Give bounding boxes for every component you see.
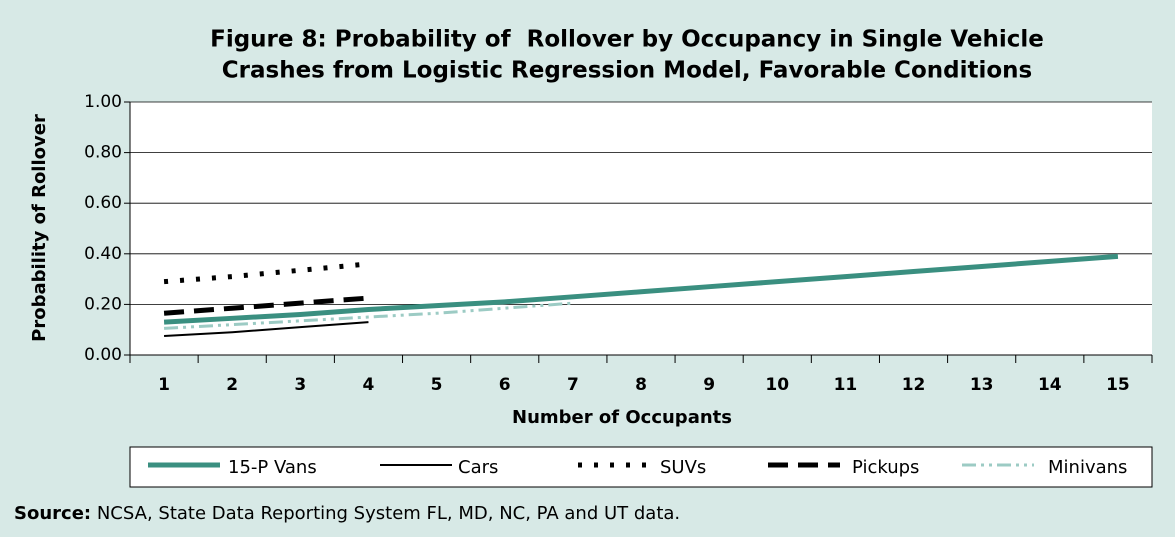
x-axis-label: Number of Occupants (512, 407, 732, 428)
x-tick-label: 3 (294, 375, 306, 395)
x-tick-label: 12 (902, 375, 926, 395)
y-axis-label: Probability of Rollover (29, 114, 50, 342)
legend (129, 446, 1153, 488)
source-text: NCSA, State Data Reporting System FL, MD… (97, 503, 680, 524)
x-tick-label: 6 (499, 375, 511, 395)
y-tick-label: 0.20 (84, 294, 122, 314)
series-line (163, 261, 369, 285)
series-line (164, 321, 369, 338)
x-tick-label: 11 (834, 375, 858, 395)
y-tick-label: 1.00 (84, 92, 122, 112)
x-tick-label: 4 (363, 375, 375, 395)
x-tick-label: 1 (158, 375, 170, 395)
x-tick-label: 14 (1038, 375, 1062, 395)
series-line (163, 253, 1119, 325)
x-tick-label: 7 (567, 375, 579, 395)
legend-label: Cars (458, 457, 498, 478)
x-tick-label: 5 (431, 375, 443, 395)
y-tick-label: 0.60 (84, 193, 122, 213)
source: Source: NCSA, State Data Reporting Syste… (14, 503, 680, 524)
x-tick-label: 9 (703, 375, 715, 395)
series-line (163, 301, 573, 330)
chart-title: Figure 8: Probability of Rollover by Occ… (210, 27, 1044, 53)
x-tick-label: 2 (226, 375, 238, 395)
legend-label: Pickups (852, 457, 919, 478)
legend-label: Minivans (1048, 457, 1127, 478)
source-label: Source: (14, 503, 91, 524)
y-tick-label: 0.40 (84, 244, 122, 264)
x-tick-label: 8 (635, 375, 647, 395)
x-tick-label: 13 (970, 375, 994, 395)
series-line (163, 295, 369, 316)
legend-label: 15-P Vans (228, 457, 317, 478)
y-tick-label: 0.00 (84, 345, 122, 365)
y-tick-label: 0.80 (84, 143, 122, 163)
x-tick-label: 10 (765, 375, 789, 395)
legend-label: SUVs (660, 457, 706, 478)
x-tick-label: 15 (1106, 375, 1130, 395)
chart-title: Crashes from Logistic Regression Model, … (222, 58, 1032, 84)
